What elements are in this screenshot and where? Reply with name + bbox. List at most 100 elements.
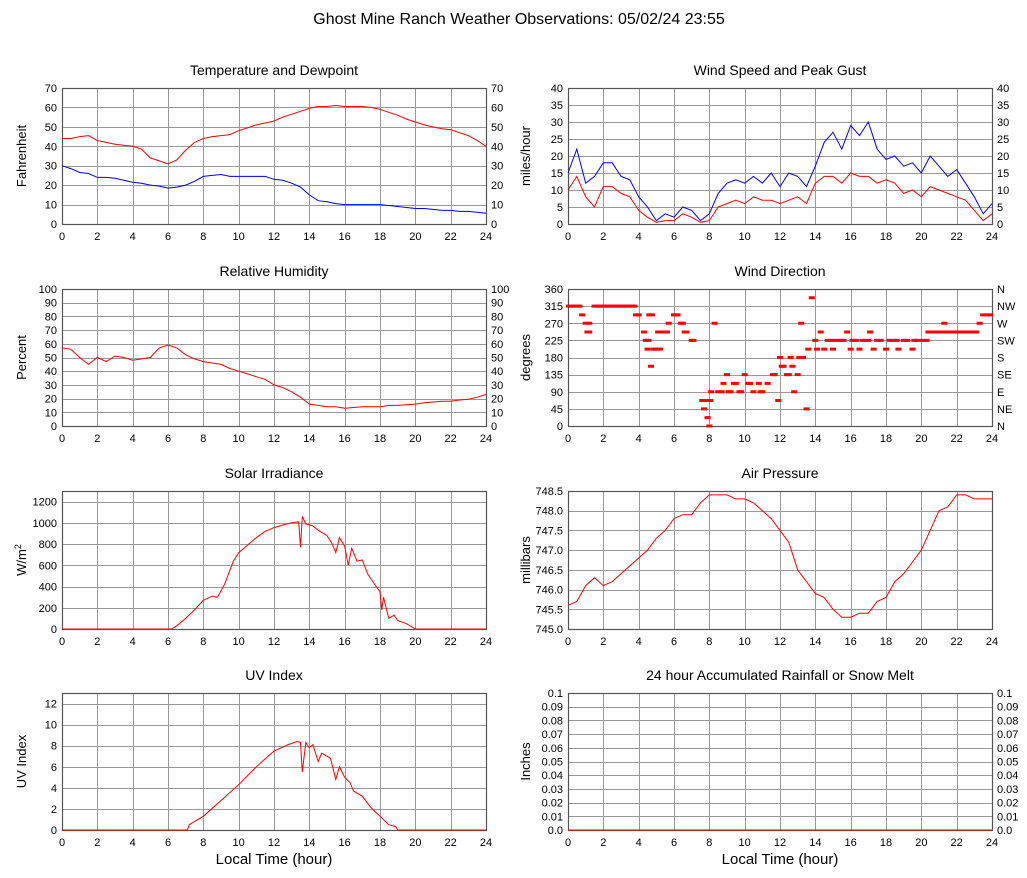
data-point bbox=[741, 373, 748, 377]
y-tick-label: 0.02 bbox=[542, 798, 563, 810]
y-tick-label: 747.0 bbox=[535, 545, 563, 557]
right-tick-label: 5 bbox=[997, 202, 1003, 214]
data-point bbox=[976, 321, 983, 325]
right-tick-label: 0.09 bbox=[997, 702, 1018, 714]
x-tick-label: 12 bbox=[268, 231, 280, 243]
data-point bbox=[939, 330, 946, 334]
x-tick-label: 14 bbox=[303, 433, 315, 445]
data-point bbox=[711, 321, 718, 325]
x-tick-label: 12 bbox=[268, 433, 280, 445]
right-tick-label: 0 bbox=[491, 421, 497, 433]
data-point bbox=[720, 381, 727, 385]
x-tick-label: 14 bbox=[303, 837, 315, 849]
x-tick-label: 10 bbox=[739, 837, 751, 849]
data-point bbox=[718, 390, 725, 394]
right-tick-label: 0.05 bbox=[997, 757, 1018, 769]
x-tick-label: 20 bbox=[409, 636, 421, 648]
right-tick-label: 0.0 bbox=[997, 825, 1012, 837]
data-point bbox=[955, 330, 962, 334]
x-tick-label: 14 bbox=[809, 636, 821, 648]
y-tick-label: 0.09 bbox=[542, 702, 563, 714]
y-tick-label: 745.0 bbox=[535, 624, 563, 636]
x-tick-label: 12 bbox=[774, 636, 786, 648]
x-tick-label: 18 bbox=[374, 636, 386, 648]
x-tick-label: 14 bbox=[809, 231, 821, 243]
data-point bbox=[840, 338, 847, 342]
right-tick-label: 40 bbox=[491, 141, 503, 153]
y-tick-label: 40 bbox=[551, 83, 563, 95]
data-point bbox=[828, 338, 835, 342]
right-tick-label: S bbox=[997, 353, 1004, 365]
y-tick-label: 0.03 bbox=[542, 784, 563, 796]
y-tick-label: 30 bbox=[45, 161, 57, 173]
data-point bbox=[852, 338, 859, 342]
data-point bbox=[683, 330, 690, 334]
right-tick-label: E bbox=[997, 387, 1004, 399]
data-point bbox=[874, 338, 881, 342]
series-line-temperature bbox=[62, 104, 487, 165]
data-point bbox=[987, 313, 994, 317]
data-point bbox=[847, 347, 854, 351]
data-point bbox=[706, 424, 713, 428]
data-point bbox=[699, 399, 706, 403]
x-tick-label: 2 bbox=[94, 636, 100, 648]
x-tick-label: 4 bbox=[636, 837, 642, 849]
data-point bbox=[775, 399, 782, 403]
x-tick-label: 0 bbox=[59, 837, 65, 849]
panel-title: Air Pressure bbox=[741, 465, 818, 481]
data-point bbox=[785, 373, 792, 377]
data-point bbox=[928, 330, 935, 334]
data-point bbox=[764, 381, 771, 385]
right-tick-label: 25 bbox=[997, 134, 1009, 146]
data-point bbox=[648, 364, 655, 368]
panel-title: Wind Speed and Peak Gust bbox=[694, 62, 867, 78]
x-tick-label: 4 bbox=[636, 433, 642, 445]
y-axis-label: degrees bbox=[518, 334, 533, 381]
data-point bbox=[656, 347, 663, 351]
x-tick-label: 24 bbox=[986, 433, 998, 445]
data-point bbox=[724, 373, 730, 377]
x-tick-label: 16 bbox=[339, 231, 351, 243]
y-tick-label: 90 bbox=[45, 298, 57, 310]
x-tick-label: 0 bbox=[565, 231, 571, 243]
x-tick-label: 14 bbox=[809, 433, 821, 445]
y-tick-label: 600 bbox=[39, 560, 57, 572]
data-point bbox=[909, 347, 916, 351]
data-point bbox=[780, 364, 787, 368]
x-tick-label: 12 bbox=[774, 231, 786, 243]
data-point bbox=[925, 330, 932, 334]
x-tick-label: 24 bbox=[480, 636, 492, 648]
data-point bbox=[704, 416, 711, 420]
y-tick-label: 10 bbox=[551, 185, 563, 197]
right-tick-label: 30 bbox=[997, 117, 1009, 129]
data-point bbox=[657, 330, 664, 334]
data-point bbox=[844, 330, 851, 334]
data-point bbox=[674, 313, 681, 317]
x-tick-label: 8 bbox=[706, 636, 712, 648]
data-point bbox=[787, 356, 794, 359]
right-tick-label: 60 bbox=[491, 339, 503, 351]
y-axis-label: millibars bbox=[518, 536, 533, 584]
plot-frame bbox=[61, 87, 488, 226]
right-tick-label: 35 bbox=[997, 100, 1009, 112]
right-tick-label: 100 bbox=[491, 284, 509, 296]
y-tick-label: 0 bbox=[51, 219, 57, 231]
y-tick-label: 70 bbox=[45, 325, 57, 337]
x-tick-label: 10 bbox=[233, 231, 245, 243]
y-axis-label: Inches bbox=[518, 742, 533, 781]
page-title: Ghost Mine Ranch Weather Observations: 0… bbox=[313, 11, 725, 28]
data-point bbox=[635, 313, 642, 317]
data-point bbox=[824, 338, 831, 342]
y-tick-label: 0.07 bbox=[542, 729, 563, 741]
y-tick-label: 8 bbox=[51, 741, 57, 753]
x-tick-label: 24 bbox=[986, 231, 998, 243]
right-tick-label: 0.03 bbox=[997, 784, 1018, 796]
y-tick-label: 35 bbox=[551, 100, 563, 112]
data-point bbox=[951, 330, 958, 334]
x-tick-label: 18 bbox=[880, 433, 892, 445]
x-tick-label: 0 bbox=[565, 433, 571, 445]
right-tick-label: 80 bbox=[491, 311, 503, 323]
data-point bbox=[958, 330, 965, 334]
right-tick-label: 0.08 bbox=[997, 715, 1018, 727]
right-tick-label: 70 bbox=[491, 325, 503, 337]
